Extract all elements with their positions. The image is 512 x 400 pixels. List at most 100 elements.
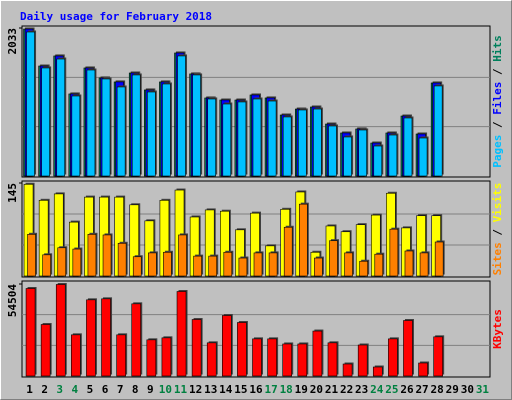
bar xyxy=(344,252,353,277)
bar xyxy=(132,256,142,277)
bar xyxy=(282,116,292,177)
bar xyxy=(27,234,36,277)
bar xyxy=(162,83,171,177)
bar xyxy=(418,137,428,177)
bar xyxy=(178,234,187,277)
bar xyxy=(312,330,323,377)
chart-title: Daily usage for February 2018 xyxy=(20,10,212,23)
bar xyxy=(237,101,247,177)
bar xyxy=(298,203,308,277)
x-tick-label: 16 xyxy=(249,383,263,396)
x-tick-label: 21 xyxy=(325,383,339,396)
bar xyxy=(389,228,399,277)
bar xyxy=(86,69,96,177)
bar xyxy=(117,242,127,277)
bar xyxy=(55,284,66,377)
bar xyxy=(329,240,338,277)
bar xyxy=(223,251,233,277)
bar xyxy=(101,298,111,377)
bar xyxy=(283,226,293,277)
x-tick-label: 23 xyxy=(355,383,368,396)
bar xyxy=(267,338,277,377)
bar xyxy=(222,103,232,177)
bar xyxy=(388,134,398,177)
bar xyxy=(267,100,277,177)
x-tick-label: 14 xyxy=(219,383,233,396)
bar xyxy=(40,324,51,377)
bar xyxy=(148,252,157,277)
x-tick-label: 1 xyxy=(26,383,33,396)
legend-entry: Sites xyxy=(491,242,504,275)
x-tick-label: 17 xyxy=(264,383,277,396)
bar xyxy=(372,366,383,377)
legend-entry: Hits xyxy=(491,35,504,62)
bar xyxy=(343,136,352,177)
bar xyxy=(403,320,413,377)
x-tick-label: 10 xyxy=(159,383,172,396)
x-tick-label: 13 xyxy=(204,383,217,396)
bar xyxy=(101,78,111,177)
bar xyxy=(147,91,156,177)
bar xyxy=(26,31,35,177)
bar xyxy=(102,234,112,277)
x-tick-label: 7 xyxy=(117,383,124,396)
bar xyxy=(328,125,337,177)
x-tick-label: 22 xyxy=(340,383,353,396)
legend: Pages / Files / Hits xyxy=(491,35,504,168)
bar xyxy=(86,299,96,377)
bar xyxy=(177,55,186,177)
x-tick-label: 3 xyxy=(56,383,63,396)
y-tick-label: 2033 xyxy=(6,28,19,55)
bar xyxy=(252,338,262,377)
y-tick-label: 54504 xyxy=(6,284,19,317)
legend-entry: KBytes xyxy=(491,309,504,349)
bar xyxy=(434,241,444,277)
bar xyxy=(327,342,338,377)
bar xyxy=(42,254,51,277)
bar xyxy=(71,334,81,377)
bar xyxy=(206,342,217,377)
bar xyxy=(146,339,157,377)
bar xyxy=(207,98,217,177)
bar xyxy=(433,336,443,377)
bar xyxy=(131,303,142,377)
bar xyxy=(25,288,36,377)
bar xyxy=(374,253,384,277)
bar xyxy=(418,362,428,377)
bar xyxy=(161,337,172,377)
bar xyxy=(57,247,67,277)
bar xyxy=(41,67,50,177)
bar xyxy=(388,338,398,377)
bar xyxy=(268,252,278,277)
x-tick-label: 27 xyxy=(415,383,428,396)
bar xyxy=(87,234,97,277)
bar xyxy=(237,322,247,377)
legend: KBytes xyxy=(491,309,504,349)
bar xyxy=(358,129,367,177)
bar xyxy=(131,74,141,177)
legend-separator: / xyxy=(491,222,504,242)
bar xyxy=(373,145,383,177)
x-tick-label: 25 xyxy=(385,383,398,396)
y-tick-label: 145 xyxy=(6,183,19,203)
bar xyxy=(56,58,66,177)
bar xyxy=(208,255,218,277)
bar xyxy=(314,257,323,277)
bar xyxy=(222,315,232,377)
bar xyxy=(359,260,368,277)
bar xyxy=(357,344,368,377)
x-tick-label: 2 xyxy=(41,383,48,396)
x-tick-label: 11 xyxy=(174,383,188,396)
legend: Sites / Visits xyxy=(491,183,504,276)
x-tick-label: 20 xyxy=(310,383,323,396)
legend-entry: Pages xyxy=(491,135,504,168)
legend-separator: / xyxy=(491,115,504,135)
bar xyxy=(342,363,353,377)
x-tick-label: 4 xyxy=(72,383,79,396)
x-tick-label: 15 xyxy=(234,383,247,396)
bar xyxy=(71,95,81,177)
bar xyxy=(419,252,429,277)
legend-separator: / xyxy=(491,62,504,82)
bar xyxy=(72,248,82,277)
